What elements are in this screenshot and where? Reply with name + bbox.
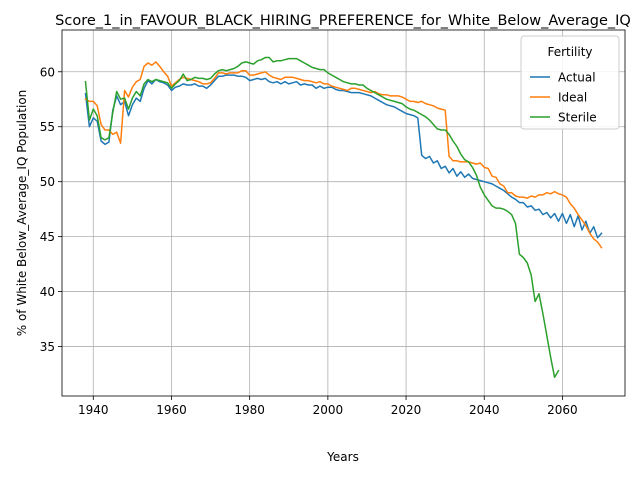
series-line-ideal (84, 61, 603, 249)
y-tick-label: 40 (40, 285, 55, 299)
x-tick-label: 1960 (156, 403, 187, 417)
chart-title: Score_1_in_FAVOUR_BLACK_HIRING_PREFERENC… (55, 13, 631, 29)
plot-frame (61, 29, 626, 397)
x-tick-label: 2000 (313, 403, 344, 417)
x-tick-label: 1980 (234, 403, 265, 417)
legend: Fertility Actual Ideal Sterile (520, 35, 620, 130)
y-tick-label: 55 (40, 120, 55, 134)
x-tick-label: 2060 (547, 403, 578, 417)
legend-title: Fertility (547, 45, 592, 59)
x-axis: 1940 1960 1980 2000 2020 2040 2060 (78, 396, 578, 417)
y-axis-label: % of White Below_Average_IQ Population (15, 90, 29, 337)
grid (62, 30, 625, 396)
y-tick-label: 45 (40, 230, 55, 244)
series-line-sterile (84, 56, 560, 379)
y-tick-label: 60 (40, 65, 55, 79)
x-tick-label: 1940 (78, 403, 109, 417)
series-line-actual (84, 74, 603, 239)
x-tick-label: 2040 (469, 403, 500, 417)
legend-label-actual: Actual (558, 71, 596, 85)
series-lines (84, 56, 603, 379)
y-tick-label: 35 (40, 340, 55, 354)
legend-items: Actual Ideal Sterile (530, 71, 597, 125)
legend-box (520, 35, 620, 130)
y-tick-label: 50 (40, 175, 55, 189)
y-axis: 35 40 45 50 55 60 (40, 65, 62, 354)
legend-label-ideal: Ideal (558, 91, 587, 105)
x-tick-label: 2020 (391, 403, 422, 417)
x-axis-label: Years (326, 450, 359, 464)
legend-label-sterile: Sterile (558, 111, 597, 125)
